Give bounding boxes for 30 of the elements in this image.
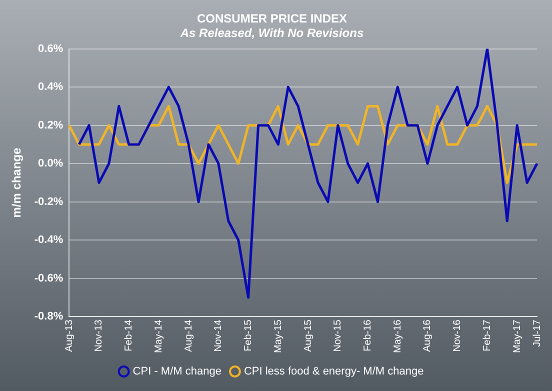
- y-tick-label: -0.4%: [34, 234, 64, 246]
- x-tick-label: Feb-15: [243, 319, 254, 352]
- x-tick-label: Nov-16: [452, 319, 464, 352]
- y-axis-title: m/m change: [10, 147, 24, 218]
- y-tick-label: 0.6%: [38, 42, 64, 55]
- x-tick-label: Feb-16: [362, 319, 374, 352]
- x-tick-label: May-14: [153, 319, 164, 354]
- x-tick-label: Nov-13: [94, 319, 105, 352]
- x-tick-label: May-16: [392, 319, 404, 354]
- x-tick-label: Feb-17: [482, 319, 493, 352]
- x-tick-label: Aug-16: [422, 319, 434, 352]
- y-tick-label: -0.2%: [34, 196, 64, 208]
- x-tick-label: May-15: [272, 319, 284, 354]
- y-tick-label: 0.0%: [38, 158, 64, 170]
- y-tick-label: -0.8%: [34, 310, 64, 323]
- x-tick-label: Aug-15: [302, 319, 314, 352]
- x-tick-label: Jul-17: [532, 319, 543, 347]
- x-tick-label: Nov-15: [332, 319, 344, 352]
- legend-label: CPI less food & energy- M/M change: [244, 366, 424, 378]
- y-tick-label: -0.6%: [34, 272, 64, 284]
- x-tick-label: Nov-14: [213, 319, 224, 352]
- legend-label: CPI - M/M change: [132, 366, 222, 378]
- y-tick-label: 0.4%: [38, 81, 64, 94]
- x-tick-label: Feb-14: [124, 319, 135, 352]
- y-tick-label: 0.2%: [38, 119, 64, 132]
- chart-subtitle: As Released, With No Revisions: [179, 26, 364, 40]
- x-tick-label: Aug-14: [183, 319, 194, 352]
- chart-title: CONSUMER PRICE INDEX: [196, 12, 348, 26]
- x-tick-label: Aug-13: [64, 319, 75, 352]
- x-tick-label: May-17: [512, 319, 523, 354]
